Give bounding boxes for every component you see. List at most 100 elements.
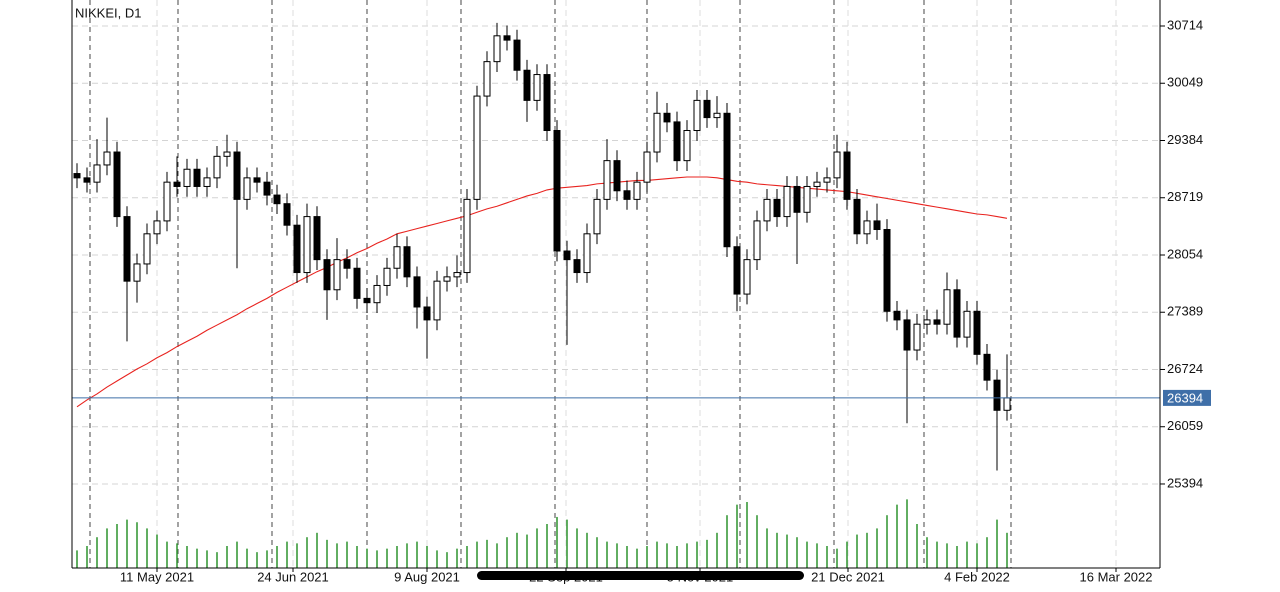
candle-body [973, 310, 981, 355]
candle-body [573, 259, 581, 274]
candle-body [483, 61, 491, 97]
candle-body [583, 233, 591, 274]
candle-body [793, 185, 801, 213]
candle-body [73, 173, 81, 179]
candle-body [143, 233, 151, 265]
y-tick-label: 28054 [1167, 246, 1203, 261]
candle-body [313, 216, 321, 261]
candle-body [213, 155, 221, 179]
candle-body [683, 130, 691, 162]
candle-body [453, 272, 461, 278]
candle-body [803, 185, 811, 213]
candle-body [243, 177, 251, 200]
y-tick-label: 29384 [1167, 132, 1203, 147]
candle-body [193, 168, 201, 187]
candle-body [713, 112, 721, 119]
candle-body [953, 289, 961, 338]
candle-body [183, 168, 191, 187]
candle-body [103, 151, 111, 166]
y-tick-label: 25394 [1167, 475, 1203, 490]
candle-body [263, 181, 271, 196]
candle-body [903, 319, 911, 351]
candle-body [653, 112, 661, 153]
candle-body [913, 323, 921, 351]
candle-body [503, 35, 511, 41]
current-price-box [1163, 389, 1211, 406]
candle-body [273, 194, 281, 205]
candle-body [783, 185, 791, 218]
candle-body [873, 220, 881, 231]
candle-body [613, 160, 621, 192]
candle-body [343, 259, 351, 269]
candle-body [763, 198, 771, 222]
y-tick-label: 26724 [1167, 361, 1203, 376]
x-tick-label: 11 May 2021 [120, 569, 194, 584]
candle-body [253, 177, 261, 183]
candle-body [563, 250, 571, 261]
x-tick-label: 21 Dec 2021 [811, 569, 885, 584]
candle-body [643, 151, 651, 183]
candle-body [983, 353, 991, 381]
candle-body [593, 198, 601, 235]
candle-body [123, 216, 131, 282]
x-tick-label: 22 Sep 2021 [529, 569, 603, 584]
candle-body [423, 306, 431, 321]
x-tick-label: 24 Jun 2021 [257, 569, 329, 584]
candle-body [323, 259, 331, 291]
candle-body [823, 177, 831, 183]
candle-body [223, 151, 231, 157]
x-tick-label: 5 Nov 2021 [667, 569, 734, 584]
candle-body [773, 198, 781, 218]
candle-body [393, 246, 401, 269]
candle-body [1003, 397, 1011, 411]
candle-body [703, 99, 711, 119]
y-tick-label: 27389 [1167, 304, 1203, 319]
candle-body [543, 74, 551, 132]
candle-body [853, 198, 861, 235]
moving-average [76, 176, 1008, 408]
candle-body [173, 181, 181, 187]
candle-body [353, 267, 361, 299]
candle-body [693, 99, 701, 132]
candle-body [603, 160, 611, 200]
candle-body [753, 220, 761, 261]
candle-body [963, 310, 971, 338]
candle-body [623, 190, 631, 200]
candle-body [513, 39, 521, 71]
current-price-label: 26394 [1167, 390, 1203, 405]
candle-body [533, 74, 541, 101]
candle-body [933, 319, 941, 325]
chart-title: NIKKEI, D1 [75, 5, 141, 20]
candle-body [113, 151, 121, 218]
candle-body [943, 289, 951, 325]
candle-body [743, 259, 751, 295]
candle-body [93, 164, 101, 183]
candle-body [733, 246, 741, 295]
candle-body [723, 112, 731, 248]
candle-body [843, 151, 851, 200]
candle-body [233, 151, 241, 200]
candle-body [383, 267, 391, 286]
candle-body [83, 177, 91, 183]
candle-body [463, 198, 471, 274]
y-tick-label: 28719 [1167, 189, 1203, 204]
candle-body [883, 229, 891, 312]
candle-body [923, 319, 931, 325]
candle-body [443, 276, 451, 282]
y-tick-label: 30714 [1167, 17, 1203, 32]
candle-body [203, 177, 211, 187]
candle-body [673, 121, 681, 162]
candle-body [553, 130, 561, 252]
candle-body [993, 379, 1001, 411]
candle-body [303, 216, 311, 274]
candle-body [663, 112, 671, 123]
y-tick-label: 26059 [1167, 418, 1203, 433]
candle-body [523, 69, 531, 101]
candle-body [283, 203, 291, 226]
x-tick-label: 9 Aug 2021 [394, 569, 460, 584]
x-tick-label: 4 Feb 2022 [944, 569, 1010, 584]
candle-body [333, 259, 341, 291]
candle-body [413, 276, 421, 308]
